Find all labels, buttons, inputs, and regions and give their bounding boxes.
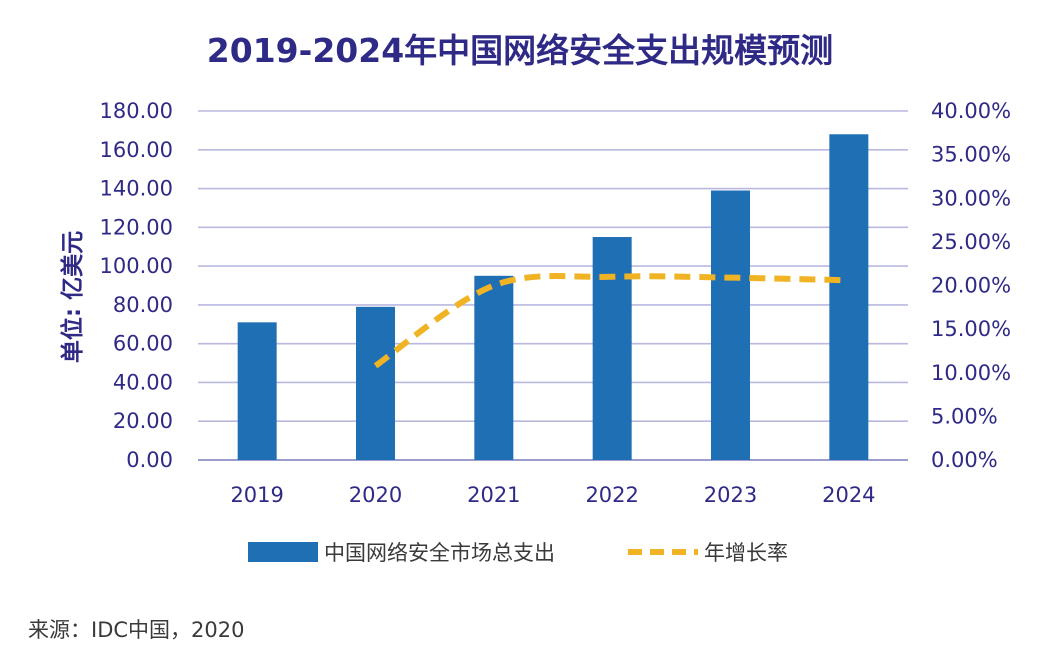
x-tick-label: 2024 — [822, 483, 875, 507]
bar — [711, 190, 750, 460]
left-tick-label: 60.00 — [113, 332, 173, 356]
source-note: 来源：IDC中国，2020 — [28, 618, 244, 642]
left-axis-ticks: 0.00 20.00 40.00 60.00 80.00 100.00 120.00 140.… — [100, 99, 173, 472]
right-tick-label: 10.00% — [931, 361, 1011, 385]
bar — [356, 306, 395, 460]
legend-label-bar: 中国网络安全市场总支出 — [324, 541, 555, 565]
x-axis-ticks: 2019 2020 2021 2022 2023 2024 — [230, 483, 875, 507]
legend: 中国网络安全市场总支出 年增长率 — [248, 541, 788, 565]
right-tick-label: 0.00% — [931, 448, 998, 472]
x-tick-label: 2023 — [704, 483, 757, 507]
left-tick-label: 180.00 — [100, 99, 173, 123]
right-tick-label: 30.00% — [931, 186, 1011, 210]
left-tick-label: 120.00 — [100, 215, 173, 239]
bar — [474, 275, 514, 460]
left-tick-label: 40.00 — [113, 370, 173, 394]
chart-title: 2019-2024年中国网络安全支出规模预测 — [207, 31, 833, 70]
right-tick-label: 20.00% — [931, 274, 1011, 298]
x-tick-label: 2019 — [230, 483, 283, 507]
legend-swatch-bar — [248, 542, 318, 562]
x-tick-label: 2022 — [585, 483, 638, 507]
growth-line — [373, 273, 849, 369]
x-tick-label: 2020 — [349, 483, 402, 507]
y-axis-label: 单位: 亿美元 — [59, 231, 86, 363]
bar — [829, 134, 869, 460]
right-tick-label: 25.00% — [931, 230, 1011, 254]
x-tick-label: 2021 — [467, 483, 520, 507]
right-tick-label: 15.00% — [931, 317, 1011, 341]
right-tick-label: 35.00% — [931, 143, 1011, 167]
left-tick-label: 20.00 — [113, 409, 173, 433]
bar — [592, 237, 632, 460]
left-tick-label: 80.00 — [113, 293, 173, 317]
right-tick-label: 40.00% — [931, 99, 1011, 123]
bar-series — [237, 134, 869, 460]
bar — [237, 322, 277, 460]
left-tick-label: 160.00 — [100, 138, 173, 162]
left-tick-label: 100.00 — [100, 254, 173, 278]
left-tick-label: 140.00 — [100, 177, 173, 201]
legend-label-line: 年增长率 — [704, 541, 788, 565]
growth-line-series — [373, 273, 849, 369]
gridlines — [198, 110, 908, 461]
left-tick-label: 0.00 — [126, 448, 173, 472]
right-axis-ticks: 0.00% 5.00% 10.00% 15.00% 20.00% 25.00% 30.00%… — [931, 99, 1011, 472]
right-tick-label: 5.00% — [931, 404, 998, 428]
